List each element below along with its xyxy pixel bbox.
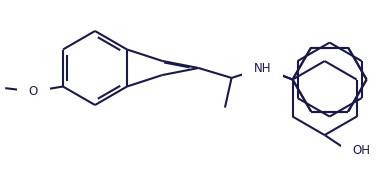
Text: OH: OH [352, 144, 370, 157]
Text: O: O [29, 85, 38, 98]
Text: NH: NH [254, 61, 272, 74]
